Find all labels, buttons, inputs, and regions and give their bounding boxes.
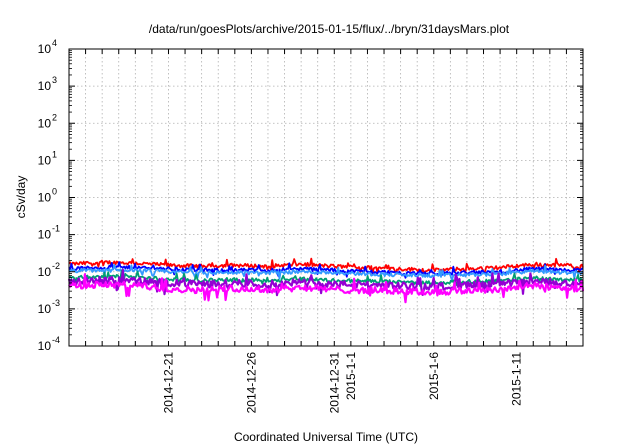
x-tick-label: 2014-12-21 bbox=[161, 352, 175, 414]
grid bbox=[69, 49, 583, 346]
series-line-2 bbox=[68, 261, 584, 279]
y-tick-label: 10 bbox=[38, 302, 52, 316]
series-line-1 bbox=[68, 257, 584, 275]
x-tick-label: 2015-1-6 bbox=[427, 352, 441, 400]
series-layer bbox=[67, 257, 585, 304]
y-tick-label: 10 bbox=[38, 191, 52, 205]
y-tick-label-exponent: 1 bbox=[52, 149, 57, 159]
y-tick-label: 10 bbox=[38, 228, 52, 242]
series-line-5 bbox=[67, 268, 584, 297]
y-tick-label: 10 bbox=[38, 265, 52, 279]
x-axis-label: Coordinated Universal Time (UTC) bbox=[234, 430, 418, 444]
y-tick-label-exponent: 0 bbox=[52, 187, 57, 197]
y-tick-label: 10 bbox=[38, 79, 52, 93]
y-tick-label: 10 bbox=[38, 42, 52, 56]
y-tick-label-exponent: 4 bbox=[52, 38, 57, 48]
y-tick-label-exponent: 2 bbox=[52, 112, 57, 122]
y-tick-label-exponent: -2 bbox=[52, 261, 60, 271]
y-tick-label-exponent: -4 bbox=[52, 335, 60, 345]
y-tick-label-exponent: 3 bbox=[52, 75, 57, 85]
series-line-6 bbox=[68, 273, 585, 304]
y-tick-label-exponent: -1 bbox=[52, 224, 60, 234]
x-tick-label: 2015-1-11 bbox=[510, 352, 524, 406]
series-line-3 bbox=[68, 263, 584, 281]
x-tick-label: 2014-12-31 bbox=[327, 352, 341, 414]
x-tick-label: 2015-1-1 bbox=[344, 352, 358, 400]
y-tick-label-exponent: -3 bbox=[52, 298, 60, 308]
chart-title: /data/run/goesPlots/archive/2015-01-15/f… bbox=[149, 22, 510, 36]
y-tick-label: 10 bbox=[38, 339, 52, 353]
y-axis-label: cSv/day bbox=[14, 176, 28, 219]
y-tick-label: 10 bbox=[38, 116, 52, 130]
y-tick-label: 10 bbox=[38, 153, 52, 167]
x-tick-label: 2014-12-26 bbox=[244, 352, 258, 414]
